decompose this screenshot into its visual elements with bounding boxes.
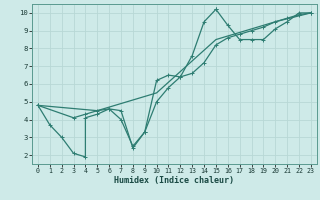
X-axis label: Humidex (Indice chaleur): Humidex (Indice chaleur) <box>115 176 234 185</box>
